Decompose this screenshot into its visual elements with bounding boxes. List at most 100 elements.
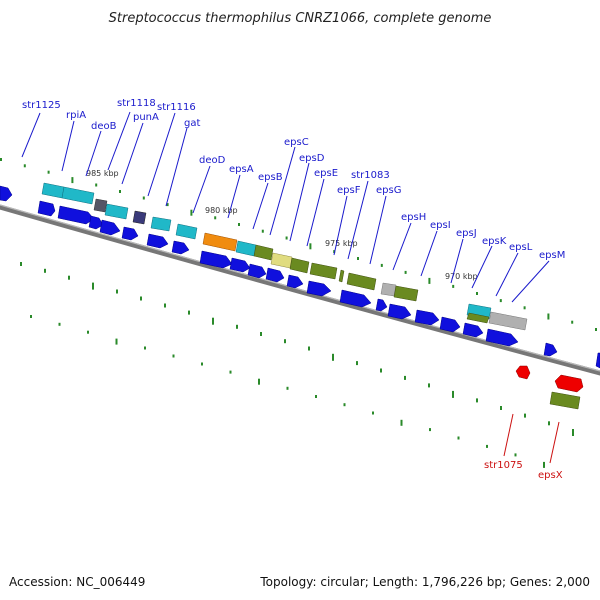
- gene-epsg: [380, 282, 397, 297]
- gene-plus-4: [88, 215, 104, 230]
- gene-epsa: [235, 240, 257, 257]
- gene-plus-8: [171, 240, 190, 255]
- scale-tick: [499, 299, 502, 303]
- scale-tick: [68, 275, 70, 280]
- gene-plus-15: [339, 289, 372, 308]
- scale-tick: [476, 292, 478, 295]
- scale-tick: [236, 324, 238, 329]
- scale-tick: [514, 453, 517, 457]
- scale-tick: [258, 378, 260, 385]
- scale-tick: [212, 317, 214, 325]
- scale-tick: [357, 257, 359, 260]
- gene-plus-20: [462, 322, 484, 338]
- gene-epse: [309, 262, 338, 280]
- gene-label-epsf: epsF: [337, 185, 361, 196]
- gene-plus-17: [387, 303, 412, 320]
- scale-tick: [547, 313, 550, 320]
- scale-tick: [372, 411, 374, 415]
- gene-deob: [93, 198, 108, 213]
- gene-label-str1083: str1083: [351, 170, 390, 181]
- scale-tick: [188, 310, 190, 315]
- gene-label-str1075: str1075: [484, 460, 523, 471]
- scale-tick: [238, 223, 240, 226]
- scale-tick: [20, 262, 22, 266]
- scale-tick: [92, 282, 94, 290]
- scale-tick: [164, 303, 166, 308]
- scale-tick: [452, 284, 455, 288]
- map-title: Streptococcus thermophilus CNRZ1066, com…: [109, 11, 492, 26]
- scale-tick: [476, 398, 478, 403]
- gene-label-epsm: epsM: [539, 250, 565, 261]
- gene-label-deob: deoB: [91, 121, 117, 132]
- gene-epsx: [554, 374, 584, 393]
- scale-tick: [87, 330, 89, 334]
- scale-label-975: 975 kbp: [325, 239, 358, 248]
- gene-plus-14: [306, 280, 332, 297]
- gene-label-epsl: epsL: [509, 242, 533, 253]
- accession-text: Accession: NC_006449: [9, 575, 145, 589]
- gene-epsh: [393, 285, 419, 302]
- gene-label-epsd: epsD: [299, 153, 325, 164]
- scale-tick: [142, 196, 145, 200]
- scale-tick: [595, 328, 597, 331]
- gene-plus-6: [121, 226, 139, 241]
- scale-tick: [333, 250, 336, 254]
- gene-str1118: [132, 210, 147, 225]
- gene-label-epsk: epsK: [482, 236, 507, 247]
- scale-tick: [260, 332, 262, 336]
- scale-labels: 985 kbp 980 kbp 975 kbp 970 kbp: [86, 169, 478, 281]
- gene-plus-16: [375, 298, 388, 312]
- scale-tick: [428, 277, 431, 284]
- scale-tick: [201, 362, 203, 366]
- gene-plus-9: [199, 250, 233, 269]
- scale-tick: [380, 368, 382, 373]
- scale-label-970: 970 kbp: [445, 272, 478, 281]
- gene-label-epse: epsE: [314, 168, 338, 179]
- minus-strand-track: [515, 365, 584, 410]
- gene-label-puna: punA: [133, 112, 159, 123]
- scale-tick: [404, 375, 406, 380]
- minus-gene-labels: str1075 epsX: [484, 460, 563, 481]
- gene-labels: str1125 rpiA deoB str1118 punA str1116 g…: [22, 98, 565, 261]
- scale-tick: [404, 270, 407, 274]
- scale-tick: [166, 203, 169, 207]
- scale-tick: [58, 322, 61, 326]
- gene-label-gat: gat: [184, 118, 200, 129]
- scale-tick: [572, 429, 574, 436]
- scale-tick: [543, 461, 545, 468]
- scale-ticks: [0, 158, 597, 468]
- gene-label-epsa: epsA: [229, 164, 254, 175]
- scale-tick: [116, 289, 118, 294]
- gene-epsd: [289, 257, 310, 274]
- gene-epsf: [338, 269, 345, 283]
- gene-label-str1125: str1125: [22, 100, 61, 111]
- scale-tick: [30, 315, 32, 318]
- gene-plus-22: [543, 342, 558, 357]
- scale-tick: [428, 383, 430, 388]
- scale-tick: [548, 421, 550, 426]
- gene-epsb: [253, 244, 274, 261]
- scale-tick: [524, 413, 526, 418]
- gene-rpia: [41, 182, 65, 199]
- gene-plus-18: [414, 309, 440, 326]
- plus-strand-track: [0, 185, 600, 369]
- scale-label-980: 980 kbp: [205, 206, 238, 215]
- scale-tick: [229, 370, 232, 374]
- scale-tick: [286, 386, 289, 390]
- scale-tick: [23, 164, 26, 168]
- scale-tick: [500, 406, 502, 410]
- gene-plus-2: [37, 200, 56, 217]
- scale-tick: [284, 339, 286, 344]
- scale-tick: [400, 419, 403, 426]
- scale-tick: [315, 395, 317, 398]
- scale-tick: [457, 436, 460, 440]
- genome-summary-text: Topology: circular; Length: 1,796,226 bp…: [259, 575, 590, 589]
- gene-label-epsg: epsG: [376, 185, 401, 196]
- gene-plus-3: [57, 205, 95, 225]
- minus-label-leader-lines: [503, 413, 560, 464]
- label-leader-lines: [21, 111, 550, 303]
- gene-plus-7: [146, 233, 169, 249]
- gene-str1083: [346, 272, 377, 291]
- scale-tick: [380, 263, 383, 267]
